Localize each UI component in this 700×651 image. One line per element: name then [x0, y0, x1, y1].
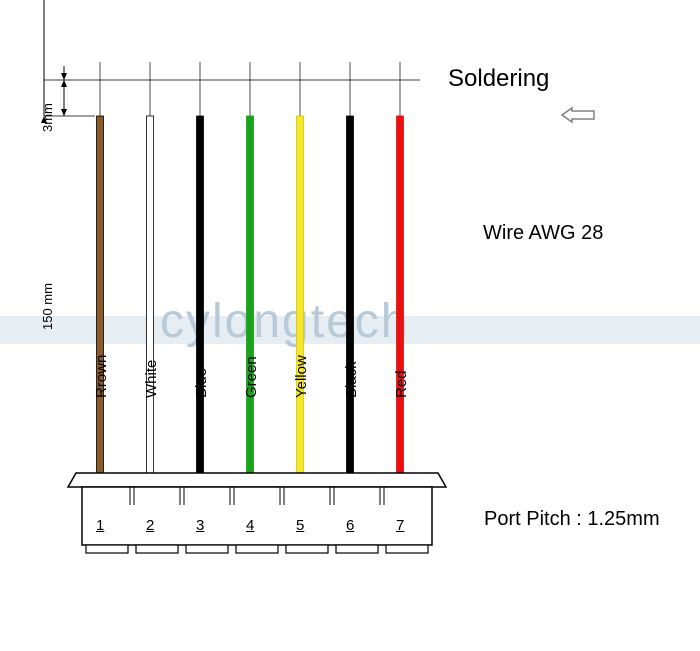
wire-spec-label: Wire AWG 28 — [483, 222, 603, 245]
wire-label: White — [143, 360, 160, 398]
wire-label: Yellow — [293, 355, 310, 398]
port-pitch-label: Port Pitch : 1.25mm — [484, 508, 660, 531]
port-number: 3 — [196, 517, 204, 534]
port-number: 1 — [96, 517, 104, 534]
length-dim-label: 150 mm — [40, 283, 55, 330]
port-number: 4 — [246, 517, 254, 534]
wire-label: Green — [243, 356, 260, 398]
title-label: Soldering — [448, 65, 549, 93]
wire-label: Blue — [193, 368, 210, 398]
port-number: 2 — [146, 517, 154, 534]
port-number: 7 — [396, 517, 404, 534]
wire-label: Black — [343, 361, 360, 398]
wire-label: Rrown — [93, 355, 110, 398]
port-number: 6 — [346, 517, 354, 534]
strip-dim-label: 3mm — [40, 103, 55, 132]
wire-label: Red — [393, 370, 410, 398]
wiring-diagram — [0, 0, 700, 651]
port-number: 5 — [296, 517, 304, 534]
